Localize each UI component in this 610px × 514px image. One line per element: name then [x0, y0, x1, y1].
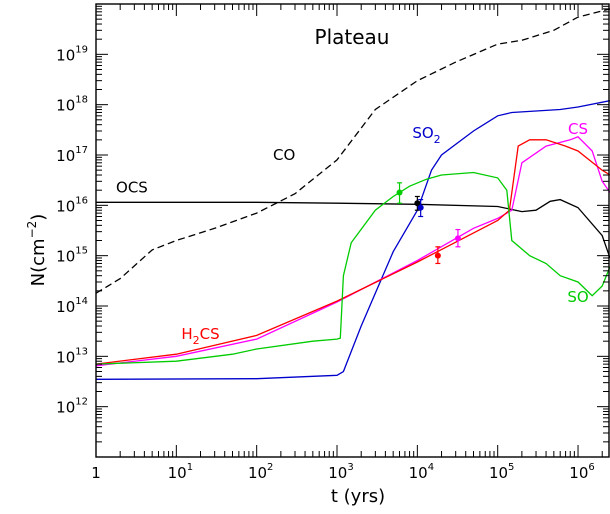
tick-label-exp: 6 — [588, 462, 594, 473]
tick-label-exp: 16 — [75, 195, 88, 206]
axis-ticks — [95, 4, 609, 458]
series-label-part: CS — [568, 120, 588, 138]
series-label-so: SO — [567, 288, 588, 306]
x-tick-label: 105 — [489, 462, 514, 482]
tick-label-base: 10 — [409, 464, 428, 482]
tick-label-exp: 5 — [508, 462, 514, 473]
tick-label-base: 10 — [489, 464, 508, 482]
observation-point — [414, 195, 421, 211]
observation-points — [396, 182, 461, 265]
y-axis-label: N(cm−2) — [25, 214, 49, 287]
series-label-h2cs: H2CS — [181, 325, 219, 347]
series-label-so2: SO2 — [412, 124, 440, 146]
tick-label-exp: 13 — [75, 346, 88, 357]
series-curves — [95, 8, 610, 380]
observation-marker — [454, 235, 461, 242]
tick-label-base: 10 — [569, 464, 588, 482]
tick-label-base: 10 — [328, 464, 347, 482]
y-tick-label: 1015 — [56, 246, 88, 266]
plot-frame — [95, 3, 610, 458]
series-label-part: 2 — [434, 133, 441, 146]
tick-label-base: 10 — [56, 46, 75, 64]
x-tick-label: 103 — [328, 462, 353, 482]
tick-label-base: 10 — [56, 197, 75, 215]
y-tick-label: 1018 — [56, 95, 88, 115]
series-label-cs: CS — [568, 120, 588, 138]
y-tick-label: 1017 — [56, 145, 88, 165]
observation-point — [417, 198, 424, 218]
y-tick-label: 1012 — [56, 397, 88, 417]
x-tick-label: 106 — [569, 462, 594, 482]
tick-label-exp: 18 — [75, 95, 88, 106]
observation-marker — [434, 252, 441, 259]
series-label-part: CS — [200, 325, 220, 343]
tick-label-exp: 2 — [267, 462, 273, 473]
tick-label-base: 10 — [56, 298, 75, 316]
tick-label-exp: 14 — [75, 296, 88, 307]
x-tick-label: 101 — [168, 462, 193, 482]
series-line-so — [95, 171, 610, 365]
x-tick-label: 104 — [409, 462, 434, 482]
y-axis-label-exp: −2 — [25, 221, 39, 239]
tick-label-exp: 12 — [75, 397, 88, 408]
series-label-co: CO — [273, 146, 295, 164]
y-axis-label-close: ) — [28, 214, 49, 221]
y-tick-label: 1019 — [56, 44, 88, 64]
observation-marker — [417, 204, 424, 211]
tick-label-base: 10 — [56, 348, 75, 366]
series-label-part: H — [181, 325, 192, 343]
tick-label-base: 10 — [56, 248, 75, 266]
series-line-ocs — [96, 198, 610, 259]
tick-label-base: 10 — [248, 464, 267, 482]
tick-label-exp: 1 — [187, 462, 193, 473]
tick-label-exp: 4 — [428, 462, 434, 473]
chart-title: Plateau — [315, 25, 390, 49]
tick-label-base: 10 — [56, 147, 75, 165]
y-axis-label-base: N(cm — [28, 238, 49, 286]
x-axis-label: t (yrs) — [331, 486, 385, 507]
y-tick-label: 1014 — [56, 296, 88, 316]
tick-label-exp: 17 — [75, 145, 88, 156]
series-line-h2cs — [95, 139, 610, 365]
y-tick-label: 1013 — [56, 346, 88, 366]
tick-labels: 1 101 102 103 104 105 106101210131014101510161… — [56, 44, 595, 482]
observation-point — [454, 228, 461, 248]
tick-label-exp: 3 — [347, 462, 353, 473]
observation-point — [396, 182, 403, 204]
x-tick-label: 102 — [248, 462, 273, 482]
tick-label-base: 10 — [168, 464, 187, 482]
series-line-so2 — [95, 100, 610, 380]
x-tick-label: 1 — [91, 464, 101, 482]
tick-label-exp: 15 — [75, 246, 88, 257]
observation-point — [434, 246, 441, 265]
tick-label-exp: 19 — [75, 44, 88, 55]
y-tick-label: 1016 — [56, 195, 88, 215]
observation-marker — [414, 200, 421, 207]
tick-label-base: 10 — [56, 399, 75, 417]
observation-marker — [396, 189, 403, 196]
series-label-part: 2 — [193, 334, 200, 347]
series-line-co — [95, 8, 610, 294]
series-label-part: SO — [567, 288, 588, 306]
series-label-ocs: OCS — [116, 178, 148, 196]
series-label-part: CO — [273, 146, 295, 164]
series-label-part: OCS — [116, 178, 148, 196]
tick-label-base: 1 — [91, 464, 101, 482]
tick-label-base: 10 — [56, 97, 75, 115]
series-label-part: SO — [412, 124, 433, 142]
series-line-cs — [95, 136, 610, 367]
